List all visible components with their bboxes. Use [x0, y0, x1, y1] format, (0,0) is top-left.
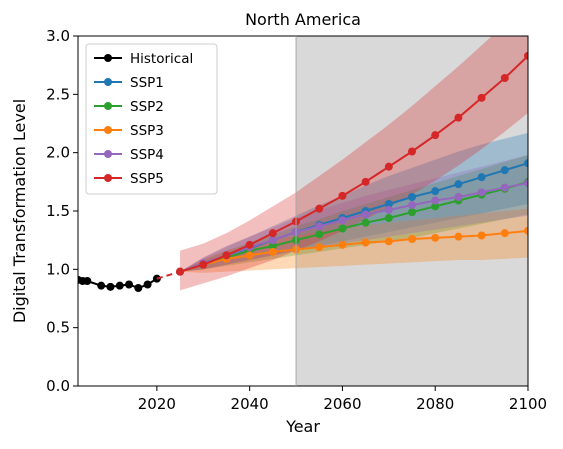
point-ssp5 — [222, 251, 231, 260]
point-ssp2 — [268, 242, 277, 250]
point-ssp1 — [477, 173, 486, 182]
band-ssp5 — [180, 36, 528, 291]
legend-marker-ssp5 — [104, 174, 112, 182]
point-ssp3 — [431, 233, 440, 242]
point-ssp3 — [500, 229, 509, 238]
point-ssp5 — [338, 191, 347, 200]
point-ssp4 — [361, 210, 370, 219]
point-ssp2 — [338, 224, 347, 233]
point-historical — [83, 277, 92, 285]
point-ssp5 — [315, 204, 324, 213]
point-ssp3 — [524, 226, 528, 235]
legend-label-ssp3: SSP3 — [130, 123, 164, 139]
point-ssp1 — [431, 187, 440, 196]
line-ssp4 — [179, 182, 528, 273]
legend-marker-ssp2 — [104, 102, 112, 110]
point-historical — [134, 284, 143, 292]
point-ssp3 — [315, 243, 324, 252]
legend-label-ssp5: SSP5 — [130, 171, 164, 187]
x-tick-label: 2100 — [509, 395, 547, 413]
point-ssp3 — [338, 240, 347, 249]
point-ssp5 — [199, 260, 208, 269]
y-tick-label: 1.5 — [46, 202, 70, 220]
line-ssp5 — [179, 55, 528, 273]
line-ssp3 — [179, 229, 528, 273]
point-historical — [143, 280, 152, 289]
point-ssp4 — [315, 222, 324, 231]
point-ssp5 — [361, 177, 370, 186]
legend-marker-ssp1 — [104, 78, 112, 86]
point-ssp2 — [431, 202, 440, 211]
point-ssp3 — [384, 237, 393, 246]
legend: Historical SSP1 SSP2 SSP3 SSP4 SSP5 — [85, 43, 218, 195]
point-ssp4 — [454, 193, 463, 201]
point-ssp3 — [408, 235, 417, 243]
band-ssp3 — [180, 208, 528, 273]
point-ssp3 — [361, 238, 370, 247]
point-ssp4 — [268, 236, 277, 245]
point-ssp2 — [361, 218, 370, 227]
point-ssp4 — [384, 205, 393, 214]
point-historical — [115, 281, 124, 290]
legend-marker-historical — [104, 54, 112, 62]
point-ssp4 — [408, 201, 417, 210]
point-ssp3 — [268, 247, 277, 256]
point-historical — [125, 280, 134, 289]
bridge-line — [156, 270, 181, 280]
point-ssp5 — [524, 51, 528, 60]
y-tick-label: 1.0 — [46, 260, 70, 278]
line-ssp2 — [179, 180, 528, 273]
point-ssp1 — [500, 166, 509, 175]
point-ssp3 — [245, 251, 254, 260]
point-ssp5 — [454, 113, 463, 122]
point-ssp2 — [408, 208, 417, 217]
point-ssp5 — [176, 267, 185, 276]
point-ssp5 — [431, 131, 440, 140]
point-ssp4 — [338, 216, 347, 225]
point-ssp3 — [477, 231, 486, 240]
legend-marker-ssp4 — [104, 150, 112, 158]
point-ssp5 — [500, 74, 509, 82]
point-ssp4 — [477, 188, 486, 197]
point-historical — [106, 282, 115, 291]
y-axis: 0.0 0.5 1.0 1.5 2.0 2.5 3.0 — [46, 27, 78, 395]
legend-label-ssp2: SSP2 — [130, 99, 164, 115]
y-axis-label: Digital Transformation Level — [10, 99, 29, 323]
y-tick-label: 2.0 — [46, 144, 70, 162]
point-ssp5 — [477, 93, 486, 102]
point-ssp4 — [500, 183, 509, 192]
x-tick-label: 2020 — [138, 395, 176, 413]
legend-marker-ssp3 — [104, 126, 112, 134]
point-ssp4 — [524, 179, 528, 187]
y-tick-label: 3.0 — [46, 27, 70, 45]
point-ssp4 — [431, 196, 440, 205]
legend-label-ssp4: SSP4 — [130, 147, 164, 163]
y-tick-label: 0.0 — [46, 377, 70, 395]
x-axis: 2020 2040 2060 2080 2100 — [138, 386, 547, 413]
point-ssp1 — [384, 200, 393, 208]
point-historical — [97, 281, 106, 290]
point-ssp5 — [268, 229, 277, 238]
x-tick-label: 2080 — [416, 395, 454, 413]
legend-label-historical: Historical — [130, 51, 193, 67]
x-axis-label: Year — [285, 417, 320, 436]
legend-label-ssp1: SSP1 — [130, 75, 164, 91]
y-tick-label: 0.5 — [46, 319, 70, 337]
point-ssp1 — [524, 159, 528, 168]
point-ssp1 — [408, 193, 417, 201]
point-ssp2 — [384, 214, 393, 222]
y-tick-label: 2.5 — [46, 85, 70, 103]
chart-title: North America — [245, 10, 361, 29]
x-tick-label: 2040 — [231, 395, 269, 413]
point-ssp5 — [384, 162, 393, 171]
point-ssp1 — [454, 180, 463, 189]
point-ssp3 — [454, 232, 463, 241]
x-tick-label: 2060 — [323, 395, 361, 413]
point-ssp5 — [245, 240, 254, 249]
point-ssp5 — [408, 147, 417, 156]
point-ssp2 — [315, 230, 324, 239]
